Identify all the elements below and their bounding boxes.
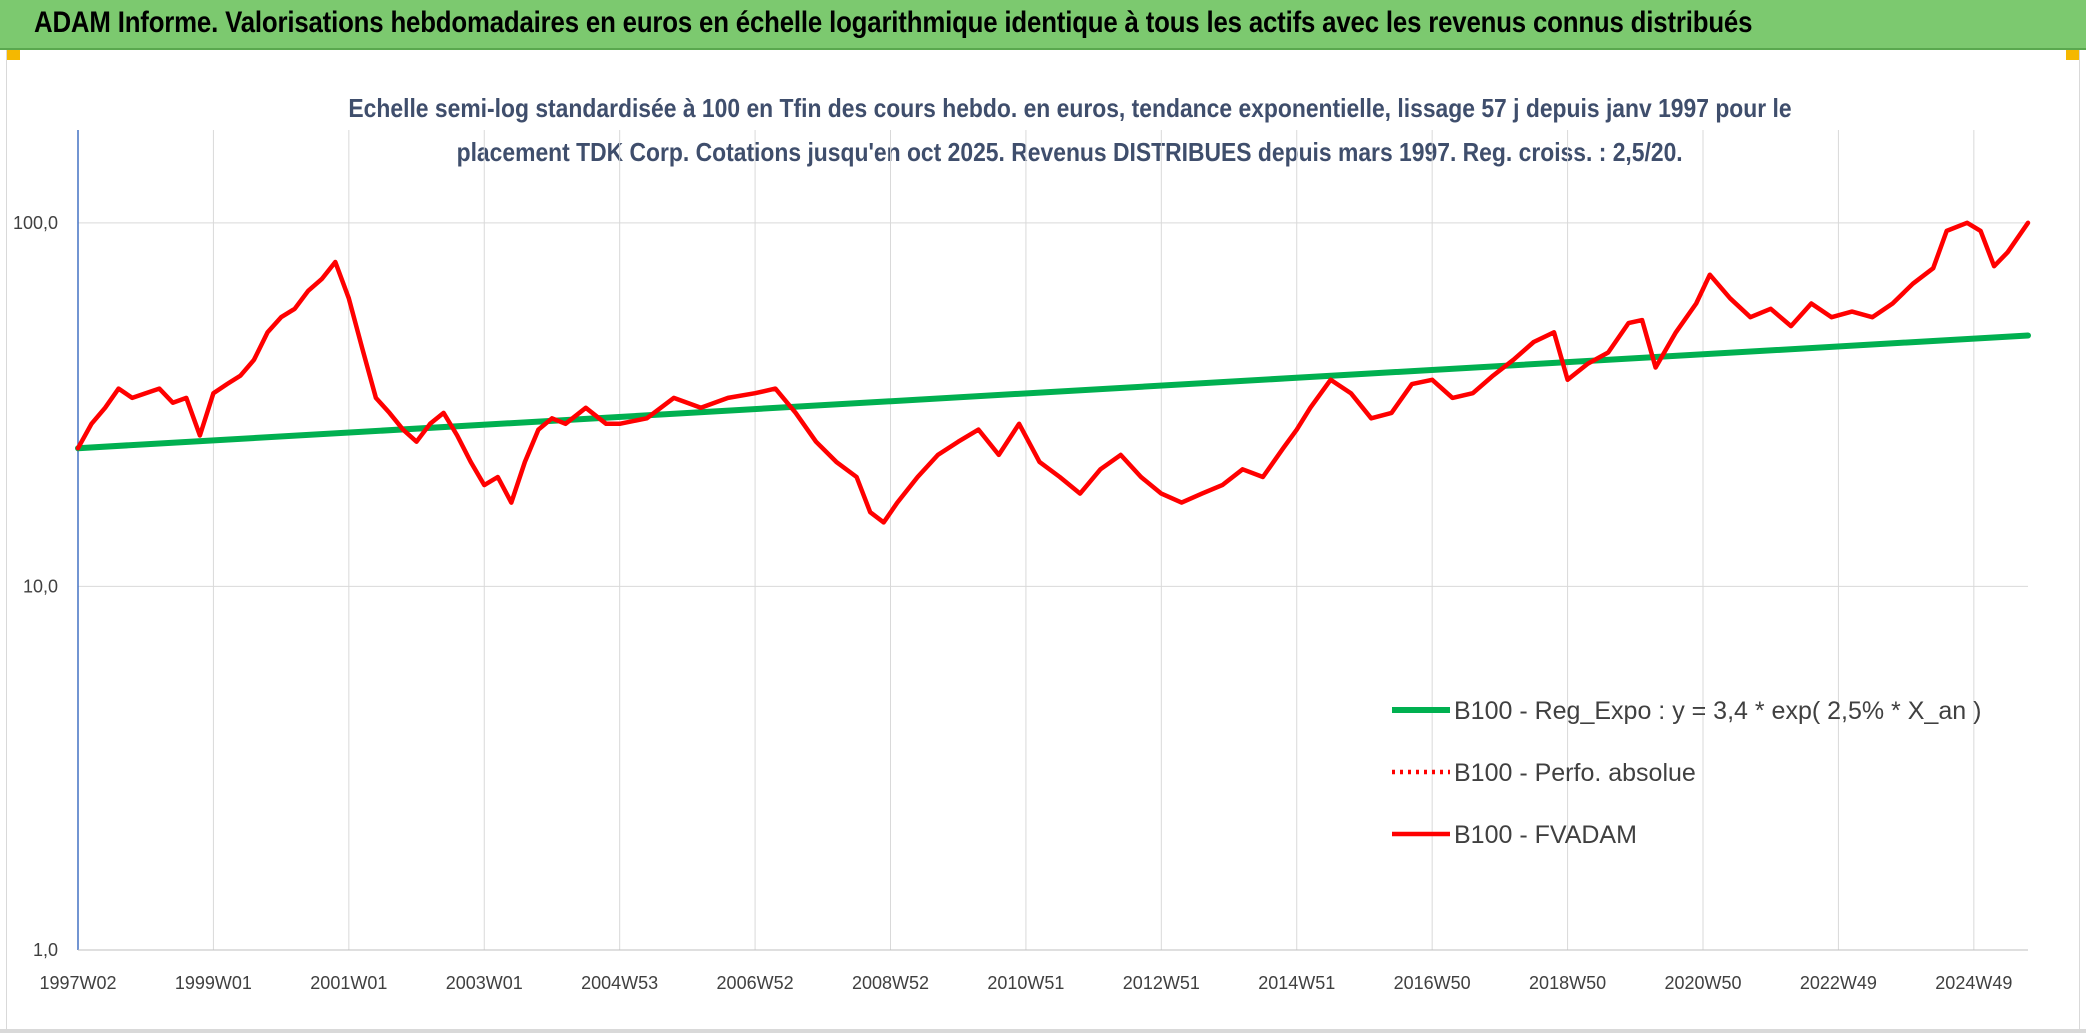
legend-entry-2: B100 - FVADAM [1454,821,1637,849]
x-tick-label: 2022W49 [1800,973,1877,993]
x-tick-label: 2003W01 [446,973,523,993]
chart-title-line1: Echelle semi-log standardisée à 100 en T… [348,93,1792,123]
frame-bottom-border [0,1029,2086,1033]
corner-marker-left [0,50,20,60]
x-tick-label: 2004W53 [581,973,658,993]
x-tick-label: 2012W51 [1123,973,1200,993]
x-tick-label: 1999W01 [175,973,252,993]
y-tick-label: 10,0 [23,576,58,596]
x-tick-label: 2016W50 [1394,973,1471,993]
x-tick-label: 2006W52 [717,973,794,993]
report-title: ADAM Informe. Valorisations hebdomadaire… [34,6,1753,39]
legend-entry-0: B100 - Reg_Expo : y = 3,4 * exp( 2,5% * … [1454,697,1981,725]
legend-entry-1: B100 - Perfo. absolue [1454,759,1696,787]
x-tick-label: 2001W01 [310,973,387,993]
x-tick-label: 2020W50 [1664,973,1741,993]
x-tick-label: 2010W51 [987,973,1064,993]
y-tick-label: 1,0 [33,940,58,960]
x-tick-label: 2014W51 [1258,973,1335,993]
x-tick-label: 2008W52 [852,973,929,993]
legend: B100 - Reg_Expo : y = 3,4 * exp( 2,5% * … [1392,697,1981,849]
series-line-0 [75,332,2031,452]
x-tick-label: 2018W50 [1529,973,1606,993]
series-lines [75,220,2031,525]
report-banner: ADAM Informe. Valorisations hebdomadaire… [0,0,2086,50]
x-tick-label: 2024W49 [1935,973,2012,993]
y-tick-label: 100,0 [13,213,58,233]
axes: 1997W02 1999W01 2001W01 2003W01 2004W53 2006W… [13,130,2028,993]
x-tick-label: 1997W02 [39,973,116,993]
grid-lines [78,130,2028,951]
series-line-2 [75,220,2031,525]
frame-left-border [0,50,7,1033]
chart-title-line2: placement TDK Corp. Cotations jusqu'en o… [456,137,1684,167]
corner-marker-right [2066,50,2086,60]
chart-title: Echelle semi-log standardisée à 100 en T… [180,86,1960,174]
frame-right-border [2079,50,2086,1033]
